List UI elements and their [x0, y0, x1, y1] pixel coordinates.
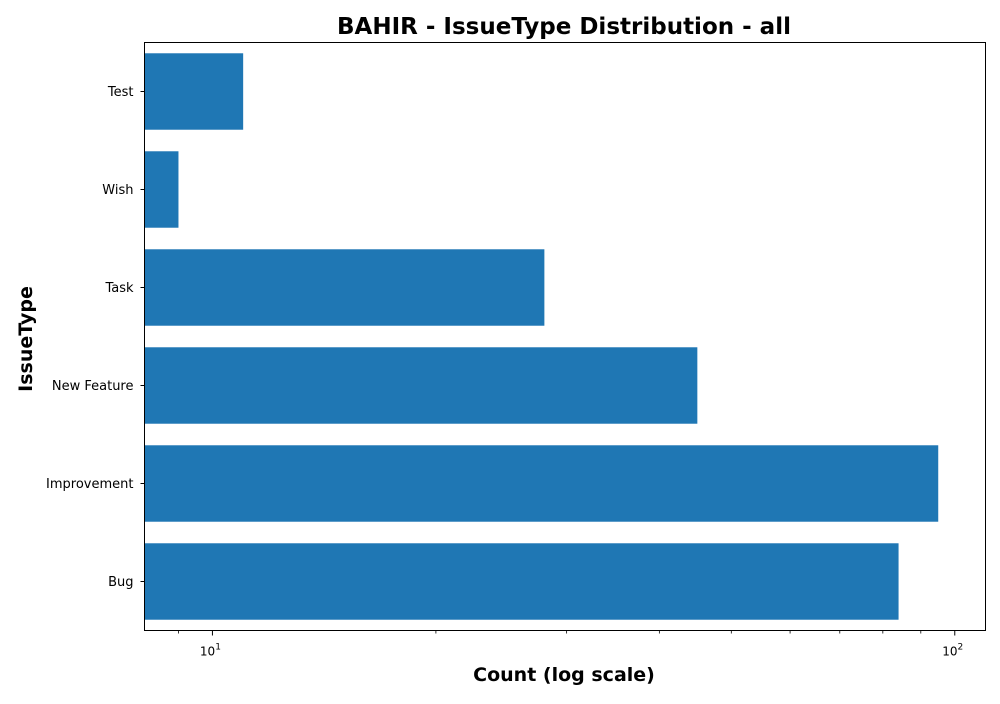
chart-title: BAHIR - IssueType Distribution - all — [337, 14, 791, 40]
x-axis-label: Count (log scale) — [473, 664, 655, 686]
bar-improvement — [144, 445, 939, 522]
y-tick-label-test: Test — [107, 85, 134, 100]
y-tick-label-improvement: Improvement — [46, 477, 133, 492]
bar-bug — [144, 543, 899, 620]
bar-new-feature — [144, 347, 698, 424]
x-tick-label: 102 — [942, 643, 963, 659]
y-tick-label-wish: Wish — [102, 183, 133, 198]
bar-wish — [144, 151, 179, 228]
y-tick-label-task: Task — [104, 281, 134, 296]
bar-test — [144, 53, 244, 130]
plot-frame — [144, 42, 986, 631]
y-axis-label: IssueType — [15, 286, 37, 392]
ticks-layer: Bug Improvement New Feature Task Wish Test 101… — [46, 85, 963, 659]
x-tick-label: 101 — [200, 643, 221, 659]
y-tick-label-bug: Bug — [108, 575, 133, 590]
bars-layer — [144, 53, 939, 620]
bar-task — [144, 249, 545, 326]
y-tick-label-new-feature: New Feature — [52, 379, 134, 394]
